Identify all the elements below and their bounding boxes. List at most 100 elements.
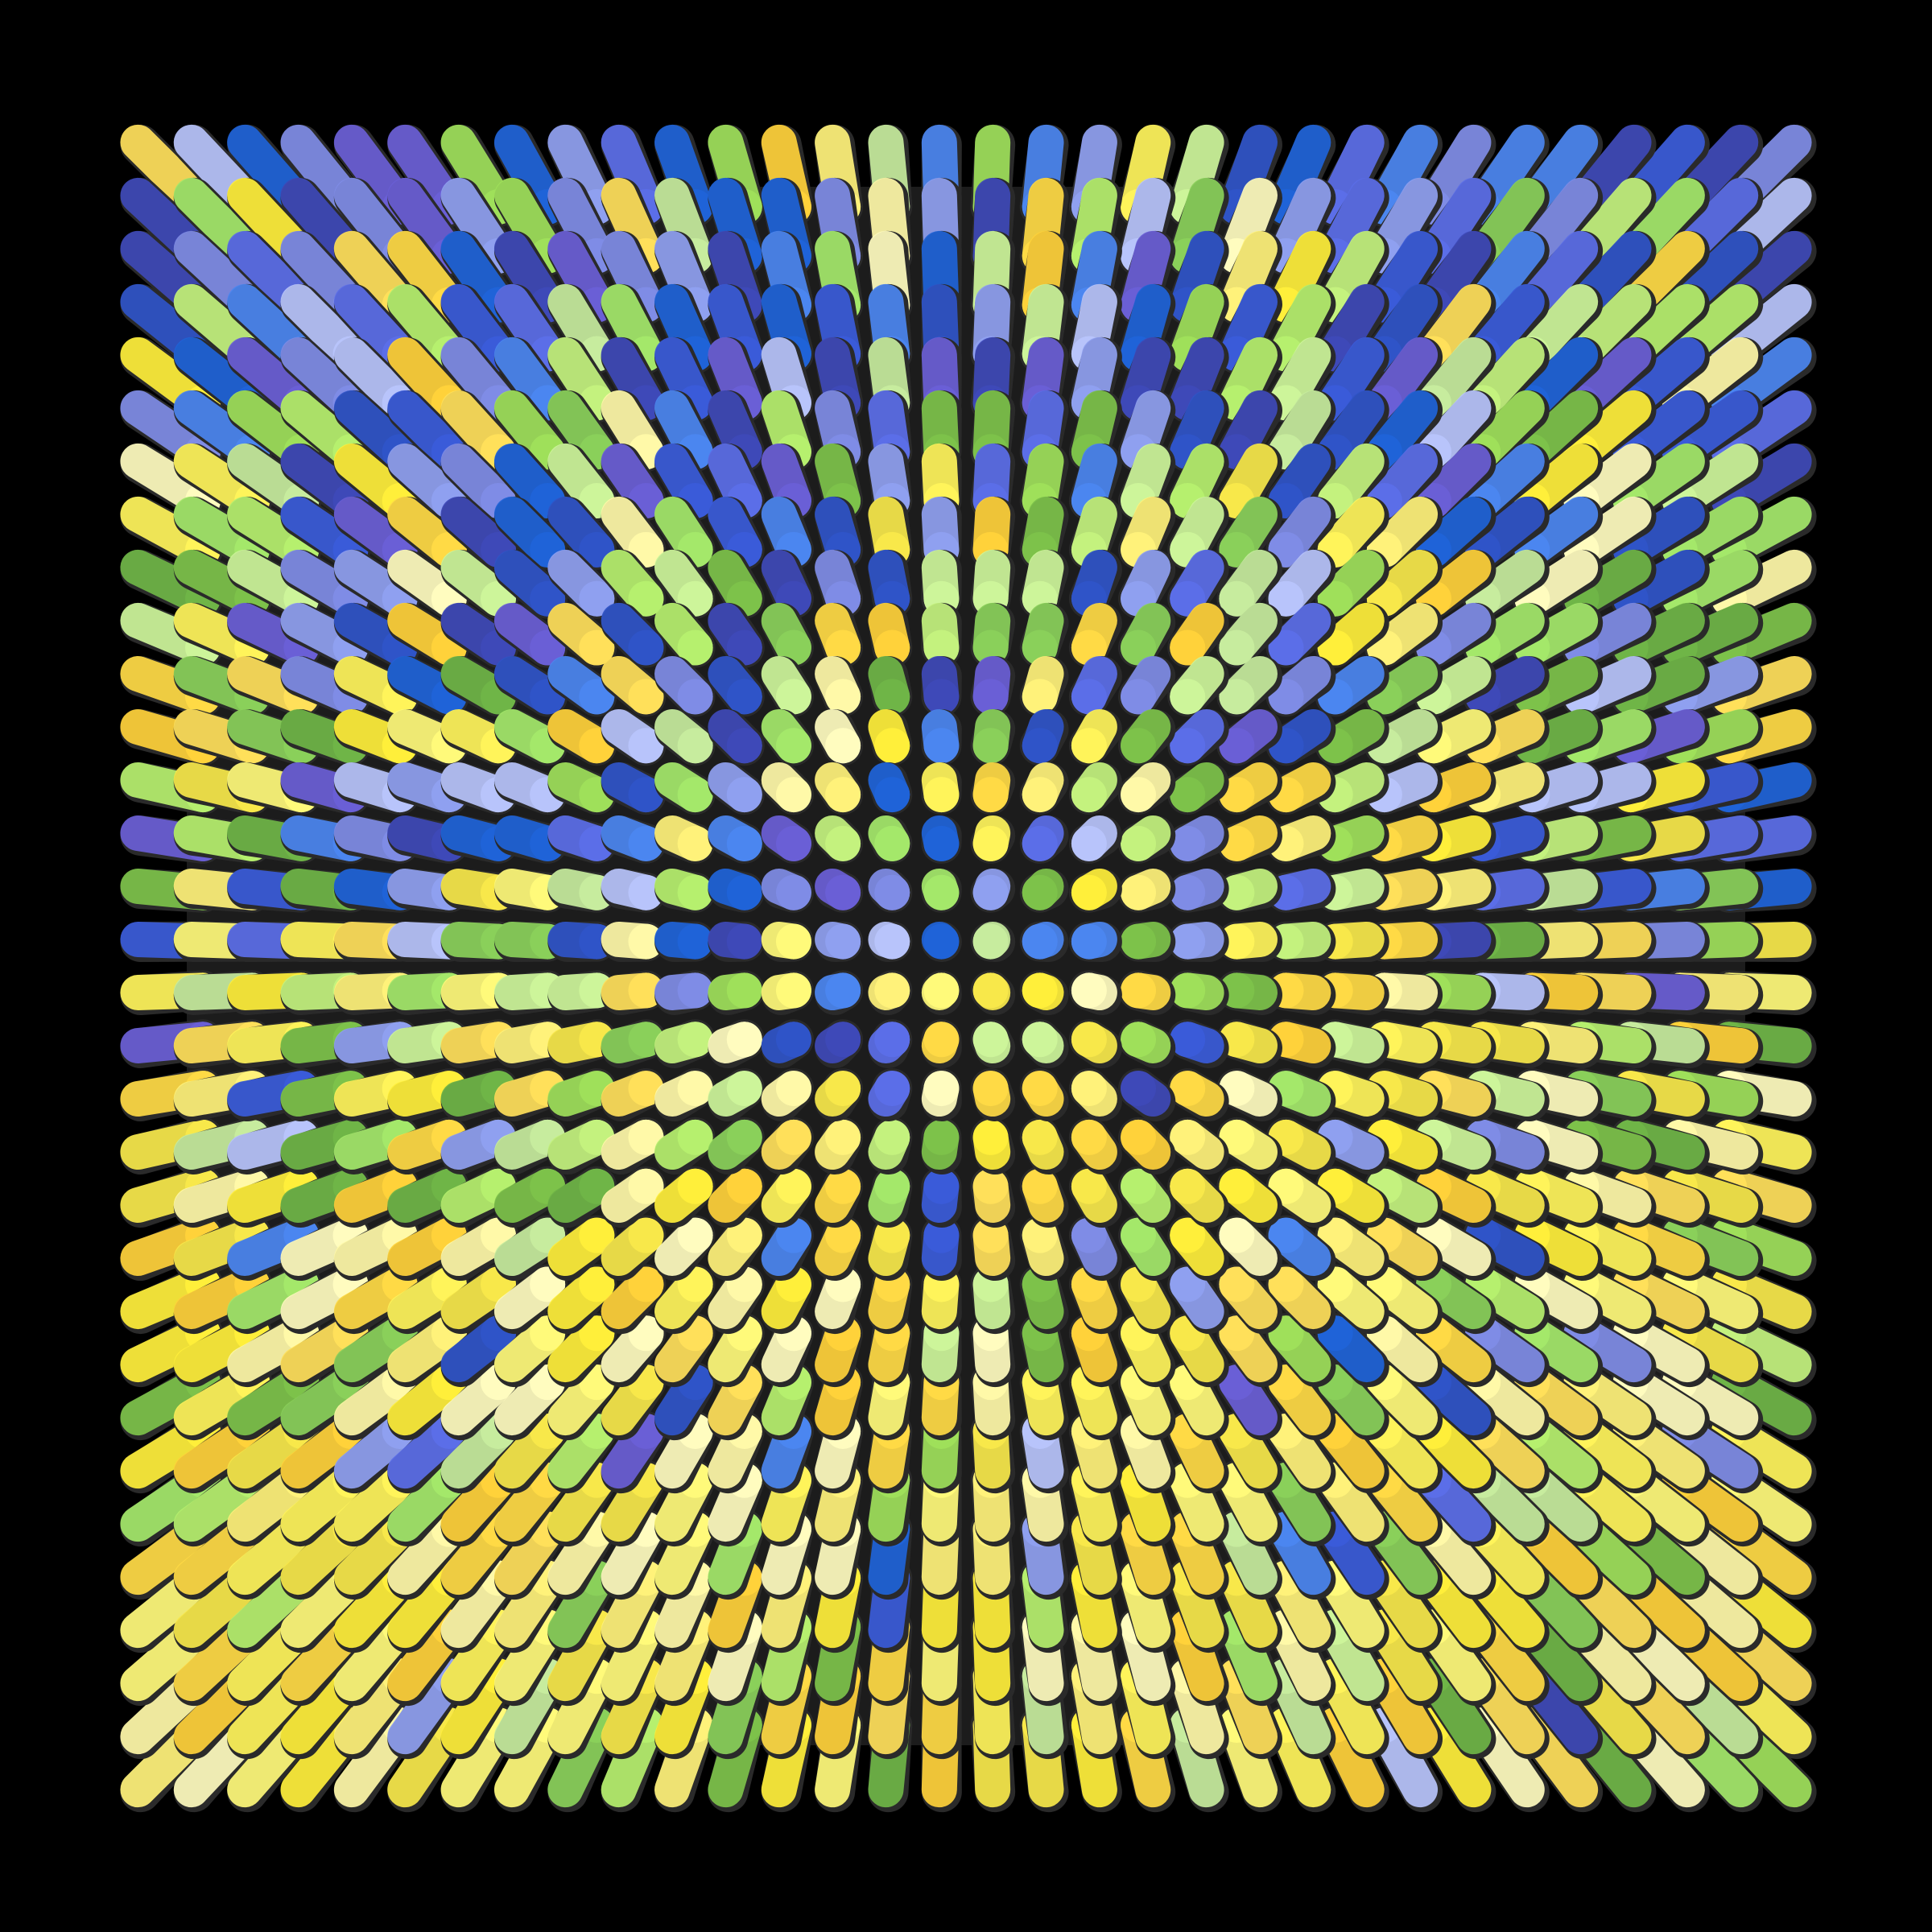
peg-cap — [1071, 728, 1107, 764]
peg — [547, 549, 617, 619]
peg — [970, 1019, 1016, 1069]
peg — [493, 443, 568, 522]
peg — [1167, 390, 1229, 473]
peg — [815, 970, 864, 1016]
peg-cap — [1022, 1168, 1058, 1204]
peg-cap — [1170, 1217, 1206, 1253]
peg — [970, 655, 1016, 717]
peg — [708, 655, 765, 717]
peg-cap — [1071, 777, 1107, 813]
peg-cap — [825, 1119, 861, 1155]
peg-cap — [1121, 825, 1157, 861]
peg-cap — [874, 1168, 910, 1204]
peg — [761, 868, 814, 913]
peg-cap — [677, 1217, 713, 1253]
peg — [815, 868, 864, 913]
peg — [1118, 1215, 1176, 1282]
peg — [970, 1117, 1016, 1175]
peg-cap — [628, 1217, 664, 1253]
peg-cap — [874, 728, 910, 764]
peg-cap — [923, 1119, 960, 1155]
peg — [970, 762, 1016, 815]
peg — [1019, 815, 1069, 864]
peg-cap — [677, 874, 713, 910]
peg — [1265, 549, 1336, 619]
peg — [493, 1264, 568, 1335]
peg-cap — [628, 1119, 664, 1155]
peg — [761, 815, 814, 864]
peg — [1167, 1166, 1229, 1228]
peg-cap — [726, 728, 762, 764]
peg — [708, 921, 765, 962]
peg-cap — [1170, 874, 1206, 910]
peg — [868, 815, 913, 864]
peg — [654, 1019, 716, 1069]
peg — [921, 815, 962, 864]
peg — [1216, 496, 1282, 570]
peg — [708, 1215, 765, 1282]
peg-cap — [1022, 874, 1058, 910]
peg-cap — [1170, 777, 1206, 813]
peg — [1167, 1215, 1229, 1282]
peg — [547, 1264, 617, 1335]
peg — [1167, 921, 1229, 962]
peg-cap — [726, 874, 762, 910]
peg — [708, 1264, 765, 1335]
peg-cap — [726, 777, 762, 813]
peg — [708, 1166, 765, 1228]
peg — [1216, 921, 1282, 962]
peg-cap — [1121, 972, 1157, 1009]
peg — [1118, 496, 1176, 570]
peg-cap — [825, 825, 861, 861]
peg-cap — [923, 777, 960, 813]
peg-cap — [923, 972, 960, 1009]
peg — [547, 602, 617, 668]
peg — [761, 1215, 814, 1282]
peg — [387, 496, 469, 570]
peg — [1315, 390, 1389, 473]
peg — [868, 1068, 913, 1122]
peg — [1265, 602, 1336, 668]
peg — [1068, 1068, 1122, 1122]
peg-cap — [972, 1168, 1009, 1204]
peg-cap — [726, 1022, 762, 1058]
peg-cap — [1071, 679, 1107, 715]
peg-cap — [628, 1266, 664, 1302]
peg — [868, 602, 913, 668]
peg — [921, 970, 962, 1016]
peg — [761, 708, 814, 766]
peg-cap — [1268, 580, 1304, 617]
peg — [654, 815, 716, 864]
peg-cap — [775, 825, 811, 861]
peg — [654, 655, 716, 717]
peg — [547, 1117, 617, 1175]
peg — [1019, 762, 1069, 815]
peg — [1118, 762, 1176, 815]
peg — [1167, 708, 1229, 766]
peg — [493, 1068, 568, 1122]
peg-cap — [825, 728, 861, 764]
peg-cap — [825, 679, 861, 715]
peg — [708, 815, 765, 864]
peg-cap — [726, 1168, 762, 1204]
peg-cap — [1121, 1071, 1157, 1107]
peg — [815, 1068, 864, 1122]
peg — [815, 815, 864, 864]
peg — [1315, 1362, 1389, 1441]
peg-cap — [726, 923, 762, 960]
peg-cap — [677, 923, 713, 960]
peg — [868, 1019, 913, 1069]
peg — [654, 549, 716, 619]
peg-cap — [775, 1119, 811, 1155]
peg — [1315, 762, 1389, 815]
peg — [868, 868, 913, 913]
peg — [761, 1117, 814, 1175]
peg — [921, 1019, 962, 1069]
peg — [761, 970, 814, 1016]
peg — [868, 970, 913, 1016]
peg — [1216, 655, 1282, 717]
peg-cap — [874, 1071, 910, 1107]
peg — [1068, 970, 1122, 1016]
peg — [1068, 762, 1122, 815]
peg-cap — [972, 728, 1009, 764]
